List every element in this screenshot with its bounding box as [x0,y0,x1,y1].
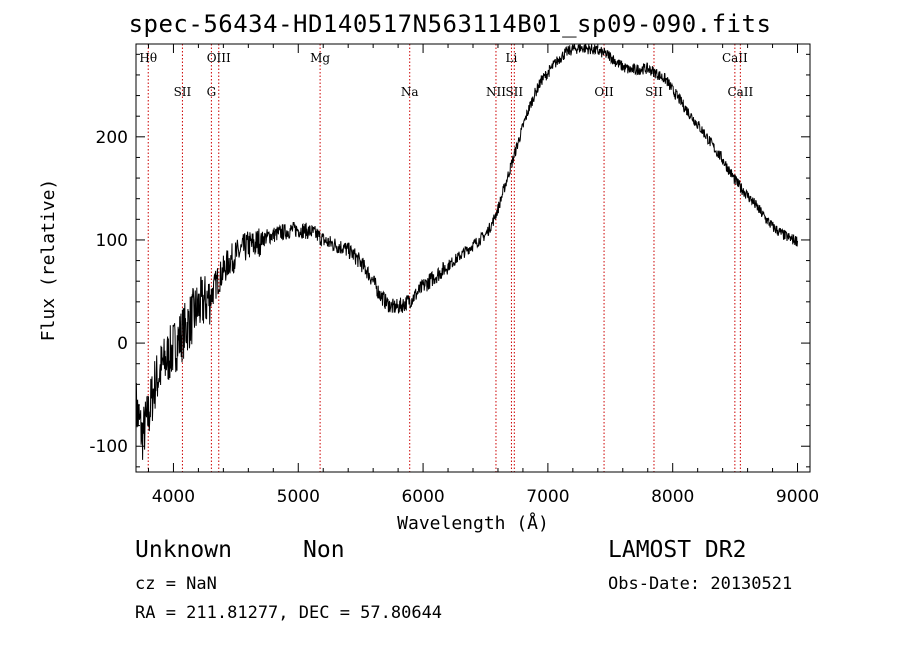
observation-date: Obs-Date: 20130521 [608,574,793,594]
y-tick-label: 200 [96,128,128,148]
line-marker-label: NII [486,85,506,99]
chart-title: spec-56434-HD140517N563114B01_sp09-090.f… [128,10,772,38]
object-subclass: Non [303,537,345,563]
line-marker-label: SII [505,85,523,99]
x-tick-label: 8000 [651,487,694,507]
line-marker-label: CaII [727,85,753,99]
line-marker-label: OIII [207,51,231,65]
spectrum-line [135,43,798,460]
line-marker-label: Li [506,51,518,65]
line-marker-label: SII [174,85,192,99]
line-marker-label: Hθ [139,51,157,65]
coordinates-readout: RA = 211.81277, DEC = 57.80644 [135,603,443,623]
line-marker-label: SII [645,85,663,99]
x-tick-label: 5000 [277,487,320,507]
plot-frame [135,43,811,473]
redshift-readout: cz = NaN [135,574,217,594]
y-axis-label: Flux (relative) [38,179,59,342]
y-tick-label: 0 [117,334,128,354]
x-tick-label: 6000 [401,487,444,507]
y-tick-label: -100 [89,437,128,457]
line-marker-label: OII [594,85,614,99]
line-marker-label: CaII [722,51,748,65]
x-tick-label: 9000 [776,487,819,507]
survey-label: LAMOST DR2 [608,537,747,563]
y-tick-label: 100 [96,231,128,251]
line-marker-label: Na [401,85,419,99]
line-marker-label: G [207,85,217,99]
object-class: Unknown [135,537,232,563]
line-marker-label: Mg [310,51,330,65]
x-axis-label: Wavelength (Å) [397,512,549,534]
x-tick-label: 4000 [152,487,195,507]
x-tick-label: 7000 [526,487,569,507]
